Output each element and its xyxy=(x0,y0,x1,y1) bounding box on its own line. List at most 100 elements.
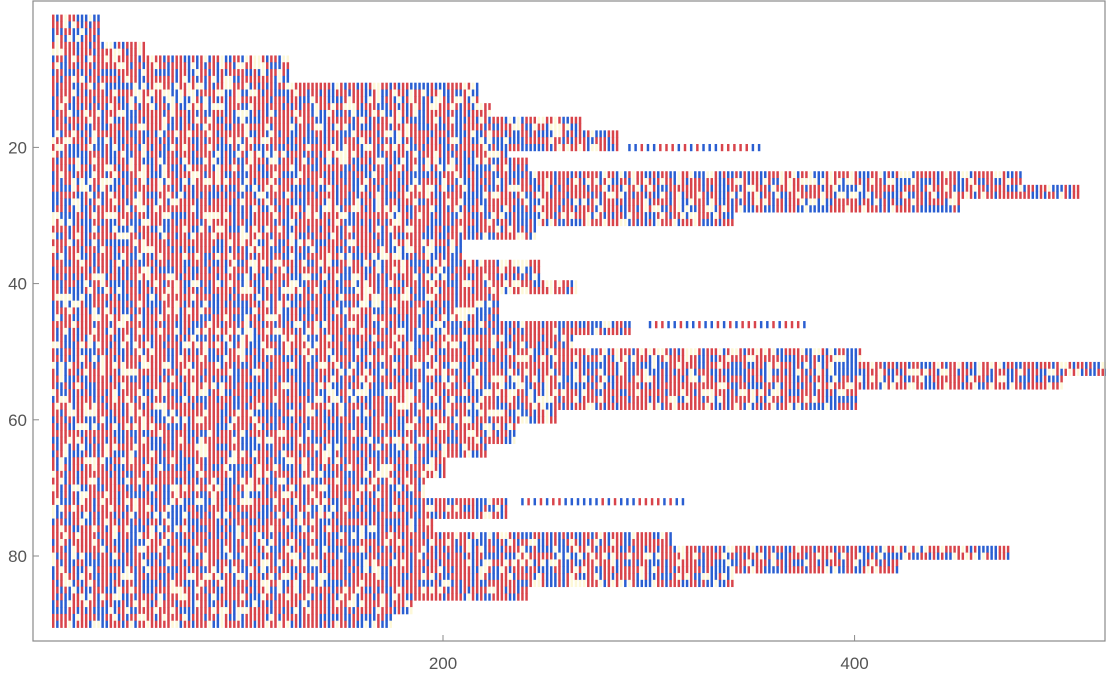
row-12-cell xyxy=(294,89,298,97)
row-41-cell xyxy=(405,287,409,295)
row-21-cell xyxy=(196,150,199,159)
row-18-cell xyxy=(463,130,467,138)
row-23-cell xyxy=(393,164,397,172)
row-11-cell xyxy=(438,82,442,90)
row-14-cell xyxy=(274,103,277,111)
row-24-cell xyxy=(72,171,76,179)
row-34-cell xyxy=(438,239,442,247)
row-17-cell xyxy=(410,123,413,131)
row-25-cell xyxy=(689,178,693,186)
row-18-cell xyxy=(434,130,438,138)
row-15-cell xyxy=(138,109,141,118)
row-28-cell xyxy=(801,198,804,206)
row-28-cell xyxy=(496,198,499,206)
row-10-cell xyxy=(105,75,108,84)
row-24-cell xyxy=(278,171,281,179)
row-27-cell xyxy=(142,191,146,199)
row-28-cell xyxy=(426,198,430,206)
row-34-cell xyxy=(142,239,146,247)
row-28-cell xyxy=(661,198,664,206)
row-24-cell xyxy=(829,171,833,179)
row-36-cell xyxy=(257,252,261,261)
row-12-cell xyxy=(364,89,368,97)
row-24-cell xyxy=(319,171,322,179)
row-34-cell xyxy=(282,239,285,247)
row-12-cell xyxy=(414,89,417,97)
row-11-cell xyxy=(356,82,360,90)
row-13-cell xyxy=(410,96,413,104)
row-24-cell xyxy=(109,171,113,179)
row-28-cell xyxy=(405,198,409,206)
row-17-cell xyxy=(352,123,355,131)
row-16-cell xyxy=(253,116,257,124)
row-22-cell xyxy=(397,157,401,165)
row-32-cell xyxy=(405,225,409,233)
row-24-cell xyxy=(657,171,660,179)
row-31-cell xyxy=(694,218,697,227)
row-11-cell xyxy=(455,82,458,90)
row-14-cell xyxy=(130,103,133,111)
row-23-cell xyxy=(93,164,96,172)
row-23-cell xyxy=(257,164,261,172)
row-26-cell xyxy=(175,184,178,193)
row-33-cell xyxy=(443,232,446,240)
row-43-cell xyxy=(311,300,314,308)
row-16-cell xyxy=(550,116,553,124)
row-24-cell xyxy=(994,171,997,179)
row-38-cell xyxy=(142,266,146,274)
row-14-cell xyxy=(228,103,232,111)
row-26-cell xyxy=(397,184,401,193)
row-19-cell xyxy=(101,137,104,145)
row-27-cell xyxy=(566,191,569,199)
row-32-cell xyxy=(274,225,277,233)
row-6-cell xyxy=(121,48,125,56)
row-18-cell xyxy=(282,130,285,138)
row-28-cell xyxy=(253,198,257,206)
row-23-cell xyxy=(261,164,265,172)
row-20-cell xyxy=(426,143,430,152)
row-12-cell xyxy=(327,89,331,97)
row-19-cell xyxy=(52,137,55,145)
row-18-cell xyxy=(488,130,491,138)
row-19-cell xyxy=(175,137,178,145)
row-20-cell xyxy=(615,143,619,152)
row-26-cell xyxy=(574,184,578,193)
row-39-cell xyxy=(93,273,96,281)
row-36-cell xyxy=(434,252,438,261)
row-15-cell xyxy=(241,109,244,118)
row-11-cell xyxy=(319,82,322,90)
row-37-cell xyxy=(348,259,351,267)
row-28-cell xyxy=(595,198,598,206)
row-32-cell xyxy=(533,225,537,233)
row-1-cell xyxy=(72,14,76,22)
row-11-cell xyxy=(253,82,257,90)
row-15-cell xyxy=(171,109,174,118)
row-16-cell xyxy=(438,116,442,124)
row-26-cell xyxy=(986,184,989,193)
row-16-cell xyxy=(554,116,557,124)
row-24-cell xyxy=(233,171,236,179)
row-37-cell xyxy=(496,259,499,267)
row-27-cell xyxy=(780,191,783,199)
row-25-cell xyxy=(204,178,207,186)
row-36-cell xyxy=(196,252,199,261)
row-32-cell xyxy=(352,225,355,233)
row-24-cell xyxy=(714,171,718,179)
row-30-cell xyxy=(455,212,458,220)
row-28-cell xyxy=(805,198,808,206)
row-40-cell xyxy=(434,280,438,288)
row-40-cell xyxy=(167,280,170,288)
row-8-cell xyxy=(216,62,220,70)
row-28-cell xyxy=(640,198,644,206)
row-16-cell xyxy=(183,116,187,124)
row-24-cell xyxy=(945,171,948,179)
row-20-cell xyxy=(451,143,454,152)
row-34-cell xyxy=(187,239,191,247)
row-34-cell xyxy=(389,239,392,247)
row-36-cell xyxy=(401,252,405,261)
row-15-cell xyxy=(142,109,146,118)
row-34-cell xyxy=(224,239,228,247)
row-7-cell xyxy=(113,55,117,63)
row-7-cell xyxy=(68,55,71,63)
row-26-cell xyxy=(455,184,458,193)
